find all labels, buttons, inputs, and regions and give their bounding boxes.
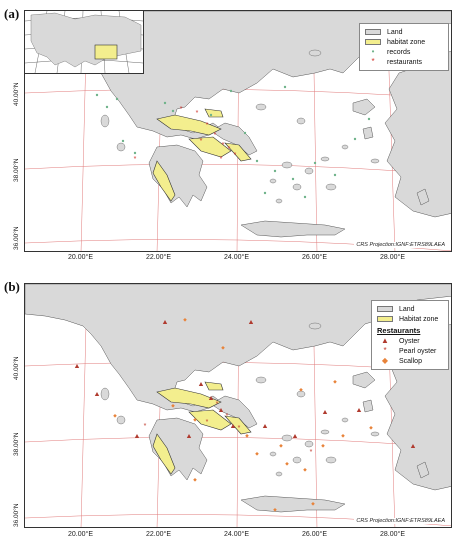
panel-b-map: * * * * * * Land Habitat zone Restaurants ▲ O… <box>24 283 452 528</box>
legend-item-restaurants: * restaurants <box>365 57 443 67</box>
land-crete <box>240 495 346 513</box>
panel-a-map: * * * * * * * * * * Land habitat zone • records… <box>24 10 452 252</box>
svg-text:*: * <box>144 423 147 430</box>
inset-svg <box>25 11 143 73</box>
panel-a-lon-20: 20.00°E <box>68 254 93 261</box>
star-marker-icon: * <box>371 57 375 66</box>
land-chios <box>362 126 374 140</box>
panel-b-lon-24: 24.00°E <box>224 531 249 538</box>
panel-a-crs-note: CRS Projection:IGNF:ETRS89LAEA <box>354 242 447 248</box>
inset-study-area <box>94 44 118 60</box>
land-lesbos <box>352 371 376 389</box>
panel-b-crs-note: CRS Projection:IGNF:ETRS89LAEA <box>354 518 447 524</box>
small-islands <box>100 49 380 204</box>
habitat-zones <box>152 108 252 202</box>
restaurant-points: *** *** *** * <box>134 106 237 163</box>
land-rhodes <box>416 461 430 479</box>
svg-text:*: * <box>180 106 183 113</box>
land-swatch <box>365 29 381 35</box>
panel-b-lon-22: 22.00°E <box>146 531 171 538</box>
land-chios <box>362 399 374 413</box>
svg-text:*: * <box>228 146 231 153</box>
panel-b-legend: Land Habitat zone Restaurants ▲ Oyster * P… <box>371 300 449 370</box>
svg-text:*: * <box>214 132 217 139</box>
star-marker-icon: * <box>383 346 387 355</box>
panel-b-lat-40: 40.00°N <box>13 356 20 380</box>
panel-b-lat-38: 38.00°N <box>13 432 20 456</box>
oyster-restaurant-points <box>74 320 416 448</box>
legend-label: Habitat zone <box>399 315 439 323</box>
svg-text:*: * <box>216 401 219 408</box>
land-euboea <box>210 122 258 156</box>
svg-text:*: * <box>226 413 229 420</box>
land-euboea <box>210 395 258 429</box>
legend-label: records <box>387 48 411 56</box>
legend-item-records: • records <box>365 47 443 57</box>
panel-a-lat-36: 36.00°N <box>13 226 20 250</box>
panel-a-lat-40: 40.00°N <box>13 82 20 106</box>
svg-text:*: * <box>220 156 223 163</box>
land-swatch <box>377 306 393 312</box>
svg-text:*: * <box>206 122 209 129</box>
legend-item-pearl-oyster: * Pearl oyster <box>377 346 443 356</box>
svg-text:*: * <box>310 449 313 456</box>
legend-label: Land <box>399 305 415 313</box>
land-lesbos <box>352 98 376 116</box>
svg-text:*: * <box>234 152 237 159</box>
inset-locator-map <box>25 11 144 74</box>
svg-text:*: * <box>200 138 203 145</box>
legend-label: Land <box>387 28 403 36</box>
panel-b-lon-28: 28.00°E <box>380 531 405 538</box>
legend-item-land: Land <box>377 304 443 314</box>
legend-item-habitat: habitat zone <box>365 37 443 47</box>
panel-b-lon-26: 26.00°E <box>302 531 327 538</box>
panel-b-lon-20: 20.00°E <box>68 531 93 538</box>
panel-a-legend: Land habitat zone • records * restaurants <box>359 23 449 71</box>
legend-item-land: Land <box>365 27 443 37</box>
panel-a-lon-22: 22.00°E <box>146 254 171 261</box>
diamond-marker-icon: ◆ <box>381 356 389 365</box>
legend-heading-restaurants: Restaurants <box>377 326 421 335</box>
legend-label: Scallop <box>399 357 422 365</box>
panel-a-lon-26: 26.00°E <box>302 254 327 261</box>
svg-text:*: * <box>206 419 209 426</box>
land-peloponnese <box>148 144 208 208</box>
svg-text:*: * <box>196 110 199 117</box>
land-rhodes <box>416 188 430 206</box>
legend-label: Oyster <box>399 337 420 345</box>
legend-item-habitat: Habitat zone <box>377 314 443 324</box>
circle-marker-icon: • <box>371 47 375 56</box>
land-peloponnese <box>148 417 208 481</box>
panel-b-lat-36: 36.00°N <box>13 503 20 527</box>
panel-a-label: (a) <box>4 6 20 21</box>
legend-label: habitat zone <box>387 38 426 46</box>
panel-a-lat-38: 38.00°N <box>13 158 20 182</box>
inset-europe <box>30 12 142 68</box>
pearl-oyster-restaurant-points: * * * * * * <box>144 401 313 456</box>
land-mainland <box>25 284 451 413</box>
record-points <box>95 85 371 199</box>
panel-a-lon-28: 28.00°E <box>380 254 405 261</box>
legend-label: restaurants <box>387 58 423 66</box>
panel-b-label: (b) <box>4 279 20 294</box>
triangle-marker-icon: ▲ <box>381 336 389 345</box>
habitat-swatch <box>365 39 381 45</box>
legend-label: Pearl oyster <box>399 347 437 355</box>
svg-text:*: * <box>134 156 137 163</box>
habitat-zones <box>152 381 252 475</box>
land-crete <box>240 220 346 238</box>
habitat-swatch <box>377 316 393 322</box>
legend-item-oyster: ▲ Oyster <box>377 336 443 346</box>
panel-a-lon-24: 24.00°E <box>224 254 249 261</box>
svg-text:*: * <box>238 425 241 432</box>
legend-item-scallop: ◆ Scallop <box>377 356 443 366</box>
svg-text:*: * <box>222 142 225 149</box>
